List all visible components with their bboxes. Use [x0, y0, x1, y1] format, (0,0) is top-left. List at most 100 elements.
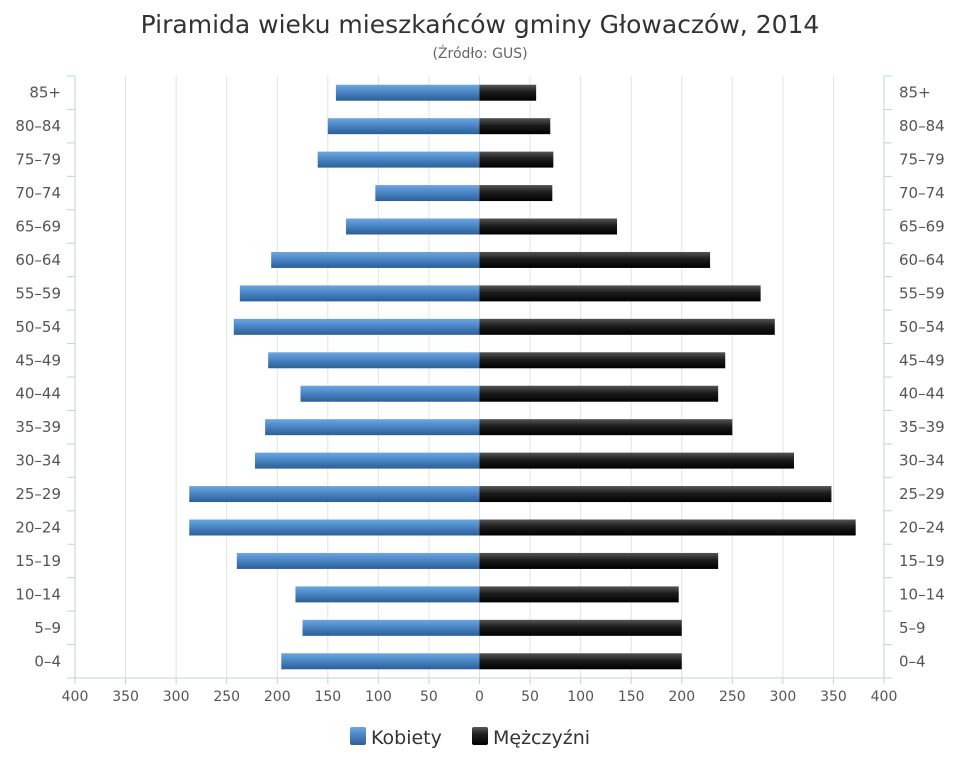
axes	[67, 75, 892, 684]
x-tick-label-13: 250	[719, 689, 746, 705]
bar-mezczyzni-15[interactable]	[479, 151, 554, 168]
category-label-left-1: 5–9	[34, 619, 61, 637]
bar-mezczyzni-3[interactable]	[479, 552, 719, 569]
category-label-right-2: 10–14	[899, 585, 945, 603]
category-label-left-8: 40–44	[15, 385, 61, 403]
category-label-left-12: 60–64	[15, 251, 61, 269]
category-label-right-9: 45–49	[899, 351, 945, 369]
chart-subtitle: (Źródło: GUS)	[432, 44, 527, 62]
bar-mezczyzni-2[interactable]	[479, 586, 679, 603]
legend-label-kobiety: Kobiety	[371, 727, 442, 749]
category-label-left-3: 15–19	[15, 552, 61, 570]
category-label-left-6: 30–34	[15, 452, 61, 470]
bar-kobiety-13[interactable]	[346, 218, 480, 235]
category-label-left-5: 25–29	[15, 485, 61, 503]
bar-kobiety-9[interactable]	[268, 352, 480, 369]
bar-kobiety-3[interactable]	[236, 552, 480, 569]
category-label-right-5: 25–29	[899, 485, 945, 503]
legend-swatch-kobiety	[350, 727, 366, 745]
category-label-right-17: 85+	[899, 84, 931, 102]
category-label-right-3: 15–19	[899, 552, 945, 570]
x-tick-label-6: 100	[365, 689, 392, 705]
category-label-right-15: 75–79	[899, 151, 945, 169]
bar-kobiety-6[interactable]	[255, 452, 480, 469]
bar-mezczyzni-17[interactable]	[479, 84, 537, 101]
x-tick-label-15: 350	[820, 689, 847, 705]
bar-mezczyzni-16[interactable]	[479, 118, 551, 135]
bar-mezczyzni-0[interactable]	[479, 653, 682, 670]
x-tick-label-2: 300	[163, 689, 190, 705]
bar-kobiety-7[interactable]	[265, 419, 480, 436]
bar-kobiety-12[interactable]	[271, 251, 480, 268]
bar-mezczyzni-10[interactable]	[479, 318, 775, 335]
x-tick-label-14: 300	[770, 689, 797, 705]
x-tick-label-5: 150	[314, 689, 341, 705]
x-tick-label-3: 250	[213, 689, 240, 705]
bar-mezczyzni-6[interactable]	[479, 452, 794, 469]
bar-kobiety-1[interactable]	[302, 619, 480, 636]
bar-mezczyzni-9[interactable]	[479, 352, 726, 369]
bar-kobiety-17[interactable]	[335, 84, 480, 101]
x-tick-label-11: 150	[618, 689, 645, 705]
bar-mezczyzni-1[interactable]	[479, 619, 682, 636]
bar-mezczyzni-11[interactable]	[479, 285, 761, 302]
x-tick-labels: 400 350 300 250 200 150 100 50 0 50 100 150 200 250 30…	[62, 689, 898, 705]
category-label-left-4: 20–24	[15, 519, 61, 537]
category-label-right-13: 65–69	[899, 218, 945, 236]
bar-kobiety-5[interactable]	[189, 486, 480, 503]
category-label-left-16: 80–84	[15, 117, 61, 135]
category-label-left-17: 85+	[29, 84, 61, 102]
category-label-left-7: 35–39	[15, 418, 61, 436]
x-tick-label-1: 350	[112, 689, 139, 705]
x-tick-label-8: 0	[475, 689, 484, 705]
category-label-right-16: 80–84	[899, 117, 945, 135]
x-tick-label-16: 400	[871, 689, 898, 705]
category-label-left-15: 75–79	[15, 151, 61, 169]
bars	[189, 84, 856, 670]
category-label-left-14: 70–74	[15, 184, 61, 202]
bar-mezczyzni-8[interactable]	[479, 385, 719, 402]
legend-swatch-mezczyzni	[472, 727, 488, 745]
category-labels: 0–4 0–4 5–9 5–9 10–14 10–14 15–19 15–19 20–24 20–…	[15, 84, 944, 671]
x-tick-label-9: 50	[521, 689, 539, 705]
bar-mezczyzni-4[interactable]	[479, 519, 856, 536]
legend-item-mezczyzni[interactable]: Mężczyźni	[472, 727, 590, 749]
category-label-left-11: 55–59	[15, 284, 61, 302]
category-label-right-11: 55–59	[899, 284, 945, 302]
category-label-left-10: 50–54	[15, 318, 61, 336]
x-tick-label-10: 100	[567, 689, 594, 705]
chart-title: Piramida wieku mieszkańców gminy Głowacz…	[141, 10, 820, 39]
category-label-left-2: 10–14	[15, 585, 61, 603]
bar-mezczyzni-5[interactable]	[479, 486, 832, 503]
category-label-left-9: 45–49	[15, 351, 61, 369]
bar-kobiety-11[interactable]	[239, 285, 480, 302]
bar-mezczyzni-14[interactable]	[479, 185, 553, 202]
bar-mezczyzni-12[interactable]	[479, 251, 711, 268]
bar-kobiety-8[interactable]	[300, 385, 480, 402]
bar-mezczyzni-7[interactable]	[479, 419, 733, 436]
category-label-right-6: 30–34	[899, 452, 945, 470]
bar-kobiety-16[interactable]	[327, 118, 480, 135]
bar-kobiety-0[interactable]	[281, 653, 480, 670]
category-label-right-14: 70–74	[899, 184, 945, 202]
x-tick-label-0: 400	[62, 689, 89, 705]
bar-kobiety-10[interactable]	[233, 318, 480, 335]
category-label-left-0: 0–4	[34, 652, 61, 670]
legend-label-mezczyzni: Mężczyźni	[493, 727, 590, 749]
bar-kobiety-2[interactable]	[295, 586, 480, 603]
category-label-right-10: 50–54	[899, 318, 945, 336]
x-tick-label-4: 200	[264, 689, 291, 705]
category-label-right-8: 40–44	[899, 385, 945, 403]
bar-kobiety-14[interactable]	[375, 185, 480, 202]
category-label-left-13: 65–69	[15, 218, 61, 236]
legend[interactable]: Kobiety Mężczyźni	[350, 727, 590, 749]
bar-kobiety-4[interactable]	[189, 519, 480, 536]
x-tick-label-7: 50	[420, 689, 438, 705]
category-label-right-12: 60–64	[899, 251, 945, 269]
legend-item-kobiety[interactable]: Kobiety	[350, 727, 442, 749]
bar-kobiety-15[interactable]	[317, 151, 480, 168]
x-tick-label-12: 200	[668, 689, 695, 705]
bar-mezczyzni-13[interactable]	[479, 218, 618, 235]
